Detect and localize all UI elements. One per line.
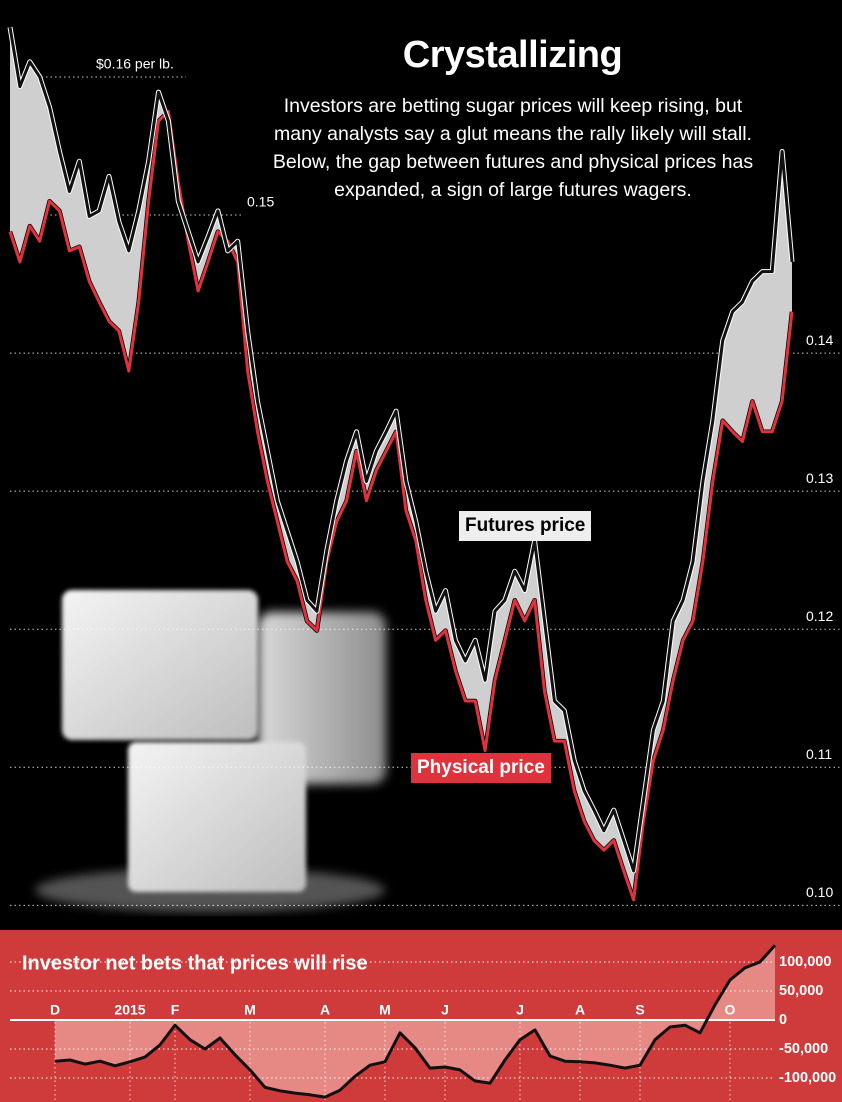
chart-title: Crystallizing (402, 34, 623, 76)
y-tick-label: 0.14 (806, 332, 833, 348)
x-tick-label: A (575, 1002, 585, 1018)
x-tick-label: O (725, 1002, 736, 1018)
y-tick-label: 0 (779, 1012, 787, 1028)
x-tick-label: A (320, 1002, 330, 1018)
y-tick-label: 0.15 (247, 194, 274, 210)
x-tick-label: M (244, 1002, 256, 1018)
series-label: Physical price (411, 753, 551, 783)
x-tick-label: D (50, 1002, 60, 1018)
x-tick-label: 2015 (114, 1002, 145, 1018)
panel-title: Investor net bets that prices will rise (22, 952, 368, 974)
y-tick-label: 50,000 (779, 983, 823, 999)
back-cube (258, 612, 386, 784)
sugar-cubes (35, 590, 386, 912)
x-tick-label: F (171, 1002, 180, 1018)
area-fill (55, 945, 775, 1098)
x-tick-label: J (516, 1002, 524, 1018)
y-tick-label: 100,000 (779, 954, 831, 970)
y-tick-label: -100,000 (779, 1070, 836, 1086)
top-cube (62, 590, 258, 740)
chart-subtitle: Investors are betting sugar prices will … (272, 95, 754, 201)
x-tick-label: J (441, 1002, 449, 1018)
data-line (8, 26, 794, 873)
series-label: Futures price (459, 511, 592, 541)
y-tick-label: 0.11 (806, 746, 832, 762)
bottom-cube (128, 742, 306, 892)
y-tick-label: 0.13 (806, 470, 833, 486)
y-tick-label: $0.16 per lb. (96, 56, 174, 72)
panel-background (0, 930, 842, 1102)
data-line (54, 944, 777, 1099)
x-tick-label: M (379, 1002, 391, 1018)
y-tick-label: 0.12 (806, 608, 833, 624)
x-tick-label: S (635, 1002, 644, 1018)
y-tick-label: -50,000 (779, 1041, 828, 1057)
y-tick-label: 0.10 (806, 884, 833, 900)
data-line (8, 110, 794, 902)
